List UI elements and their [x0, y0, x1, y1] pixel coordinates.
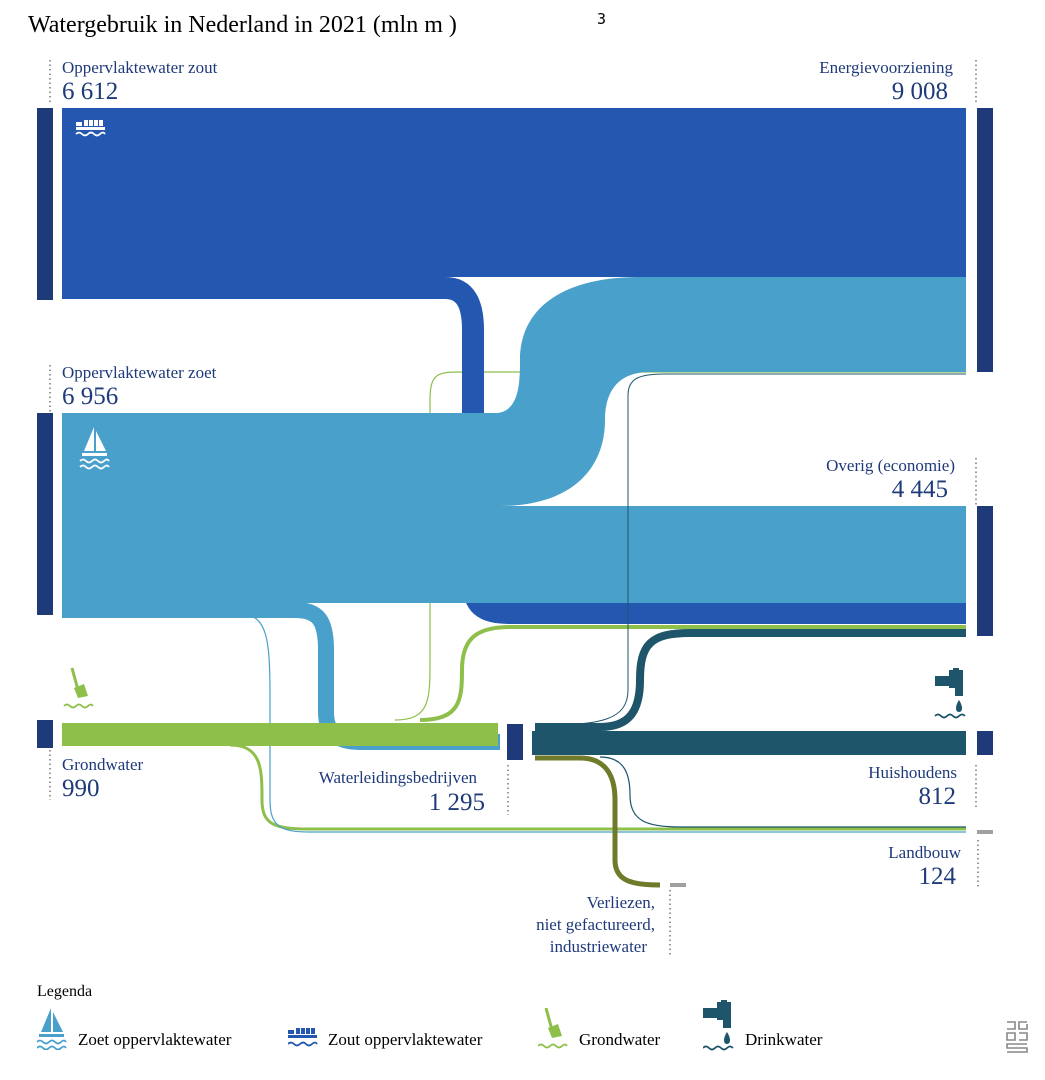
guide-lines [49, 60, 979, 955]
label-huishoudens: Huishoudens [868, 763, 957, 782]
node-bar-grondwater [37, 720, 53, 748]
value-grondwater: 990 [62, 775, 100, 802]
value-zout: 6 612 [62, 78, 119, 105]
node-bar-landbouw [977, 830, 993, 834]
value-energie: 9 008 [891, 78, 948, 105]
tap-icon [934, 668, 966, 719]
legend-shovel-icon [538, 1008, 568, 1049]
flow-zoet-to-landbouw [239, 613, 966, 833]
legend-tap-icon [703, 1000, 734, 1051]
label-landbouw: Landbouw [888, 843, 961, 862]
flow-drinkwater-to-landbouw [599, 756, 966, 828]
node-bar-zoet [37, 413, 53, 615]
flow-zoet-to-overig [62, 506, 966, 603]
flow-drinkwater-to-energie [544, 373, 966, 726]
label-overig: Overig (economie) [826, 456, 955, 475]
flow-grondwater-to-overig [419, 625, 966, 722]
flow-zoet-to-energie [62, 277, 966, 506]
label-zoet: Oppervlaktewater zoet [62, 363, 217, 382]
flow-grondwater-to-waterleiding [62, 723, 498, 746]
node-bar-overig [977, 506, 993, 636]
node-bar-energie [977, 108, 993, 372]
legend-label-zoet: Zoet oppervlaktewater [78, 1030, 232, 1049]
legend-label-drinkwater: Drinkwater [745, 1030, 823, 1049]
label-energie: Energievoorziening [819, 58, 953, 77]
node-bar-huishoudens [977, 731, 993, 755]
legend-label-grondwater: Grondwater [579, 1030, 661, 1049]
label-verliezen-2: niet gefactureerd, [536, 915, 655, 934]
flow-drinkwater-to-overig [535, 629, 966, 731]
node-bar-waterleiding [507, 724, 523, 760]
ship-icon [75, 120, 106, 137]
label-verliezen-1: Verliezen, [586, 893, 655, 912]
sailboat-icon [79, 427, 110, 470]
value-waterleiding: 1 295 [428, 789, 485, 816]
flow-zoet-to-waterleiding [62, 602, 500, 750]
flow-grondwater-to-landbouw [229, 743, 966, 831]
node-bar-verliezen [670, 883, 686, 887]
legend-ship-icon [288, 1028, 318, 1047]
value-zoet: 6 956 [62, 383, 119, 410]
title-superscript: 3 [597, 10, 607, 28]
legend-title: Legenda [37, 983, 93, 1000]
page-title: Watergebruik in Nederland in 2021 (mln m… [28, 12, 457, 38]
value-huishoudens: 812 [918, 783, 957, 810]
shovel-icon [63, 667, 94, 709]
label-zout: Oppervlaktewater zout [62, 58, 218, 77]
cbs-logo-icon [1006, 1021, 1028, 1053]
legend-label-zout: Zout oppervlaktewater [328, 1030, 483, 1049]
label-waterleiding: Waterleidingsbedrijven [318, 768, 477, 787]
node-bar-zout [37, 108, 53, 300]
flow-zout-to-energie [62, 108, 966, 277]
flow-to-verliezen [535, 755, 661, 888]
legend-sailboat-icon [37, 1008, 67, 1050]
label-verliezen-3: industriewater [549, 937, 647, 956]
label-grondwater: Grondwater [62, 755, 144, 774]
value-overig: 4 445 [891, 476, 948, 503]
value-landbouw: 124 [918, 863, 957, 890]
flow-drinkwater-to-huishoudens [532, 731, 966, 755]
